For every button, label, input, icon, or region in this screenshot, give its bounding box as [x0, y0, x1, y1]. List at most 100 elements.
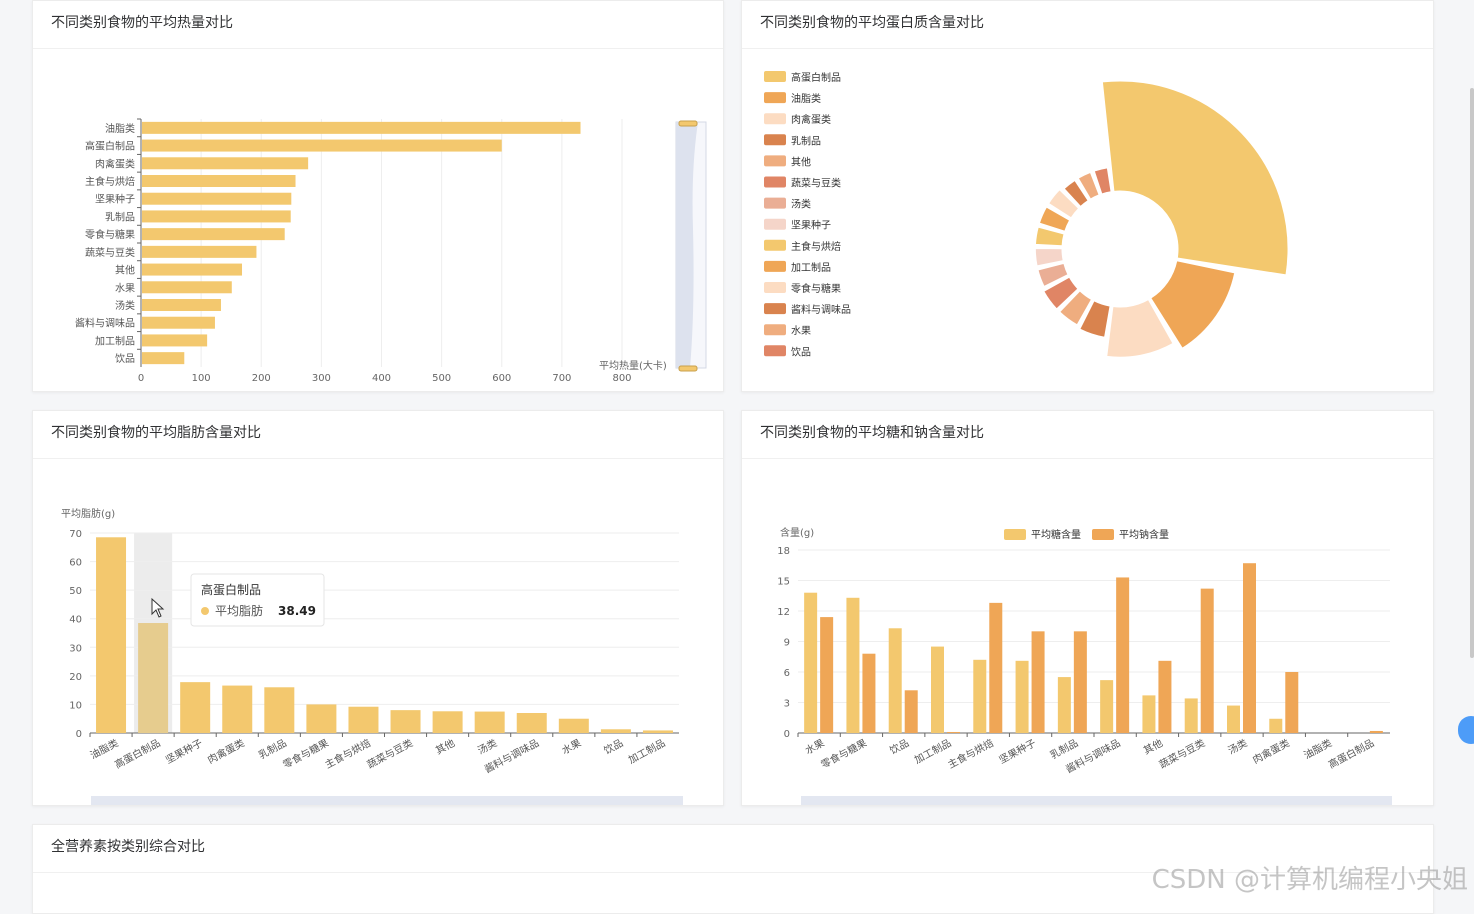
y-tick-label: 50 — [69, 586, 82, 597]
y-tick-label: 油脂类 — [105, 122, 135, 135]
y-tick-label: 饮品 — [115, 352, 135, 365]
bar — [973, 659, 987, 733]
x-tick-label: 汤类 — [1226, 736, 1250, 757]
bar — [142, 352, 185, 365]
bar — [1285, 672, 1299, 733]
legend-swatch — [764, 113, 786, 125]
sugar-sodium-card: 不同类别食物的平均糖和钠含量对比 0 3 6 9 12 15 18 含量(g) 平均糖含量 平均钠… — [741, 410, 1434, 806]
bar — [1184, 698, 1198, 733]
legend-label: 酱料与调味品 — [791, 303, 851, 316]
rose-slice — [1093, 167, 1112, 195]
rose-slice — [1038, 206, 1071, 232]
bar — [142, 175, 296, 187]
x-tick-label: 主食与烘焙 — [945, 736, 995, 771]
legend-swatch — [764, 303, 786, 315]
x-tick-label: 水果 — [803, 737, 826, 757]
bar — [558, 718, 589, 733]
bar — [1158, 660, 1172, 733]
rose-slice — [1101, 80, 1289, 276]
rose-slice — [1063, 179, 1089, 208]
page-scrollbar[interactable] — [1470, 88, 1474, 658]
legend-label: 乳制品 — [791, 134, 821, 147]
bar — [1227, 705, 1240, 733]
bar — [1116, 577, 1130, 733]
x-tick-label: 乳制品 — [1048, 736, 1081, 762]
rose-slice — [1077, 171, 1100, 200]
float-action-button[interactable] — [1458, 716, 1474, 744]
x-tick-label: 500 — [432, 373, 451, 384]
x-tick-label: 300 — [312, 373, 331, 384]
legend-label: 蔬菜与豆类 — [791, 177, 841, 190]
legend-swatch — [764, 324, 786, 336]
rose-slice — [1059, 290, 1093, 326]
y-tick-label: 9 — [784, 638, 790, 649]
y-tick-label: 0 — [784, 729, 790, 740]
y-tick-label: 酱料与调味品 — [75, 317, 135, 330]
watermark: CSDN @计算机编程小央姐 — [1151, 865, 1468, 895]
bar — [142, 316, 215, 329]
y-tick-label: 20 — [69, 672, 82, 683]
bar — [947, 731, 960, 733]
bar — [904, 690, 918, 733]
bar — [306, 704, 337, 733]
fat-card: 不同类别食物的平均脂肪含量对比 0 10 20 30 40 50 60 70 平均脂肪(g) 油脂… — [32, 410, 724, 806]
x-tick-label: 零食与糖果 — [819, 736, 869, 771]
bar — [846, 597, 860, 733]
y-tick-label: 0 — [76, 729, 82, 740]
legend-label: 饮品 — [791, 345, 811, 358]
y-tick-label: 主食与烘焙 — [85, 175, 135, 188]
x-tick-label: 100 — [192, 373, 211, 384]
x-tick-label: 坚果种子 — [997, 736, 1038, 766]
y-tick-label: 6 — [784, 668, 790, 679]
x-tick-label: 油脂类 — [1301, 736, 1334, 762]
x-tick-label: 其他 — [433, 736, 457, 757]
legend-label: 零食与糖果 — [791, 282, 841, 295]
bar — [642, 730, 673, 733]
bar — [862, 653, 876, 733]
bar — [222, 685, 253, 733]
legend-label: 汤类 — [791, 198, 811, 211]
protein-card-title: 不同类别食物的平均蛋白质含量对比 — [742, 1, 1433, 49]
x-tick-label: 肉禽蛋类 — [1250, 736, 1291, 766]
legend-label: 平均糖含量 — [1031, 528, 1081, 541]
bar — [1057, 677, 1071, 733]
bar — [820, 617, 834, 733]
y-tick-label: 10 — [69, 700, 82, 711]
bar — [142, 334, 208, 347]
legend-swatch — [764, 239, 786, 251]
x-tick-label: 加工制品 — [626, 736, 667, 766]
rose-slice — [1034, 226, 1065, 247]
bar — [142, 139, 502, 152]
x-axis-label: 平均热量(大卡) — [599, 359, 667, 372]
x-tick-label: 坚果种子 — [163, 736, 204, 766]
y-tick-label: 70 — [69, 529, 82, 540]
x-tick-label: 肉禽蛋类 — [205, 736, 246, 766]
protein-card: 不同类别食物的平均蛋白质含量对比 高蛋白制品 油脂类 肉禽蛋类 乳制品 其他 蔬菜与豆类汤… — [741, 0, 1434, 392]
x-tick-label: 其他 — [1141, 736, 1165, 757]
tooltip-category: 高蛋白制品 — [201, 582, 261, 597]
bar — [804, 592, 818, 733]
tooltip-box — [190, 573, 325, 627]
y-tick-label: 坚果种子 — [95, 193, 135, 206]
bar — [142, 228, 285, 241]
x-tick-label: 200 — [252, 373, 271, 384]
legend-swatch — [764, 176, 786, 188]
calories-chart: 0 100 200 300 400 500 600 700 800 油脂类高蛋白制品肉禽蛋类主食与… — [75, 118, 707, 384]
y-tick-label: 18 — [777, 546, 790, 557]
rose-slice — [1079, 300, 1111, 338]
y-tick-label: 汤类 — [115, 299, 135, 312]
legend-swatch — [764, 92, 786, 104]
rose-slice — [1037, 262, 1069, 288]
x-tick-label: 600 — [492, 373, 511, 384]
bar — [989, 602, 1003, 733]
x-tick-label: 400 — [372, 373, 391, 384]
y-tick-label: 60 — [69, 558, 82, 569]
protein-chart: 高蛋白制品油脂类肉禽蛋类乳制品其他蔬菜与豆类汤类坚果种子主食与烘焙加工制品零食与… — [764, 71, 1289, 358]
bar — [142, 281, 232, 294]
x-tick-label: 高蛋白制品 — [1326, 736, 1376, 771]
legend-label: 坚果种子 — [791, 219, 831, 232]
bar — [1073, 631, 1087, 733]
y-tick-label: 蔬菜与豆类 — [85, 246, 135, 259]
y-tick-label: 零食与糖果 — [85, 228, 135, 241]
legend-label: 主食与烘焙 — [791, 240, 841, 253]
